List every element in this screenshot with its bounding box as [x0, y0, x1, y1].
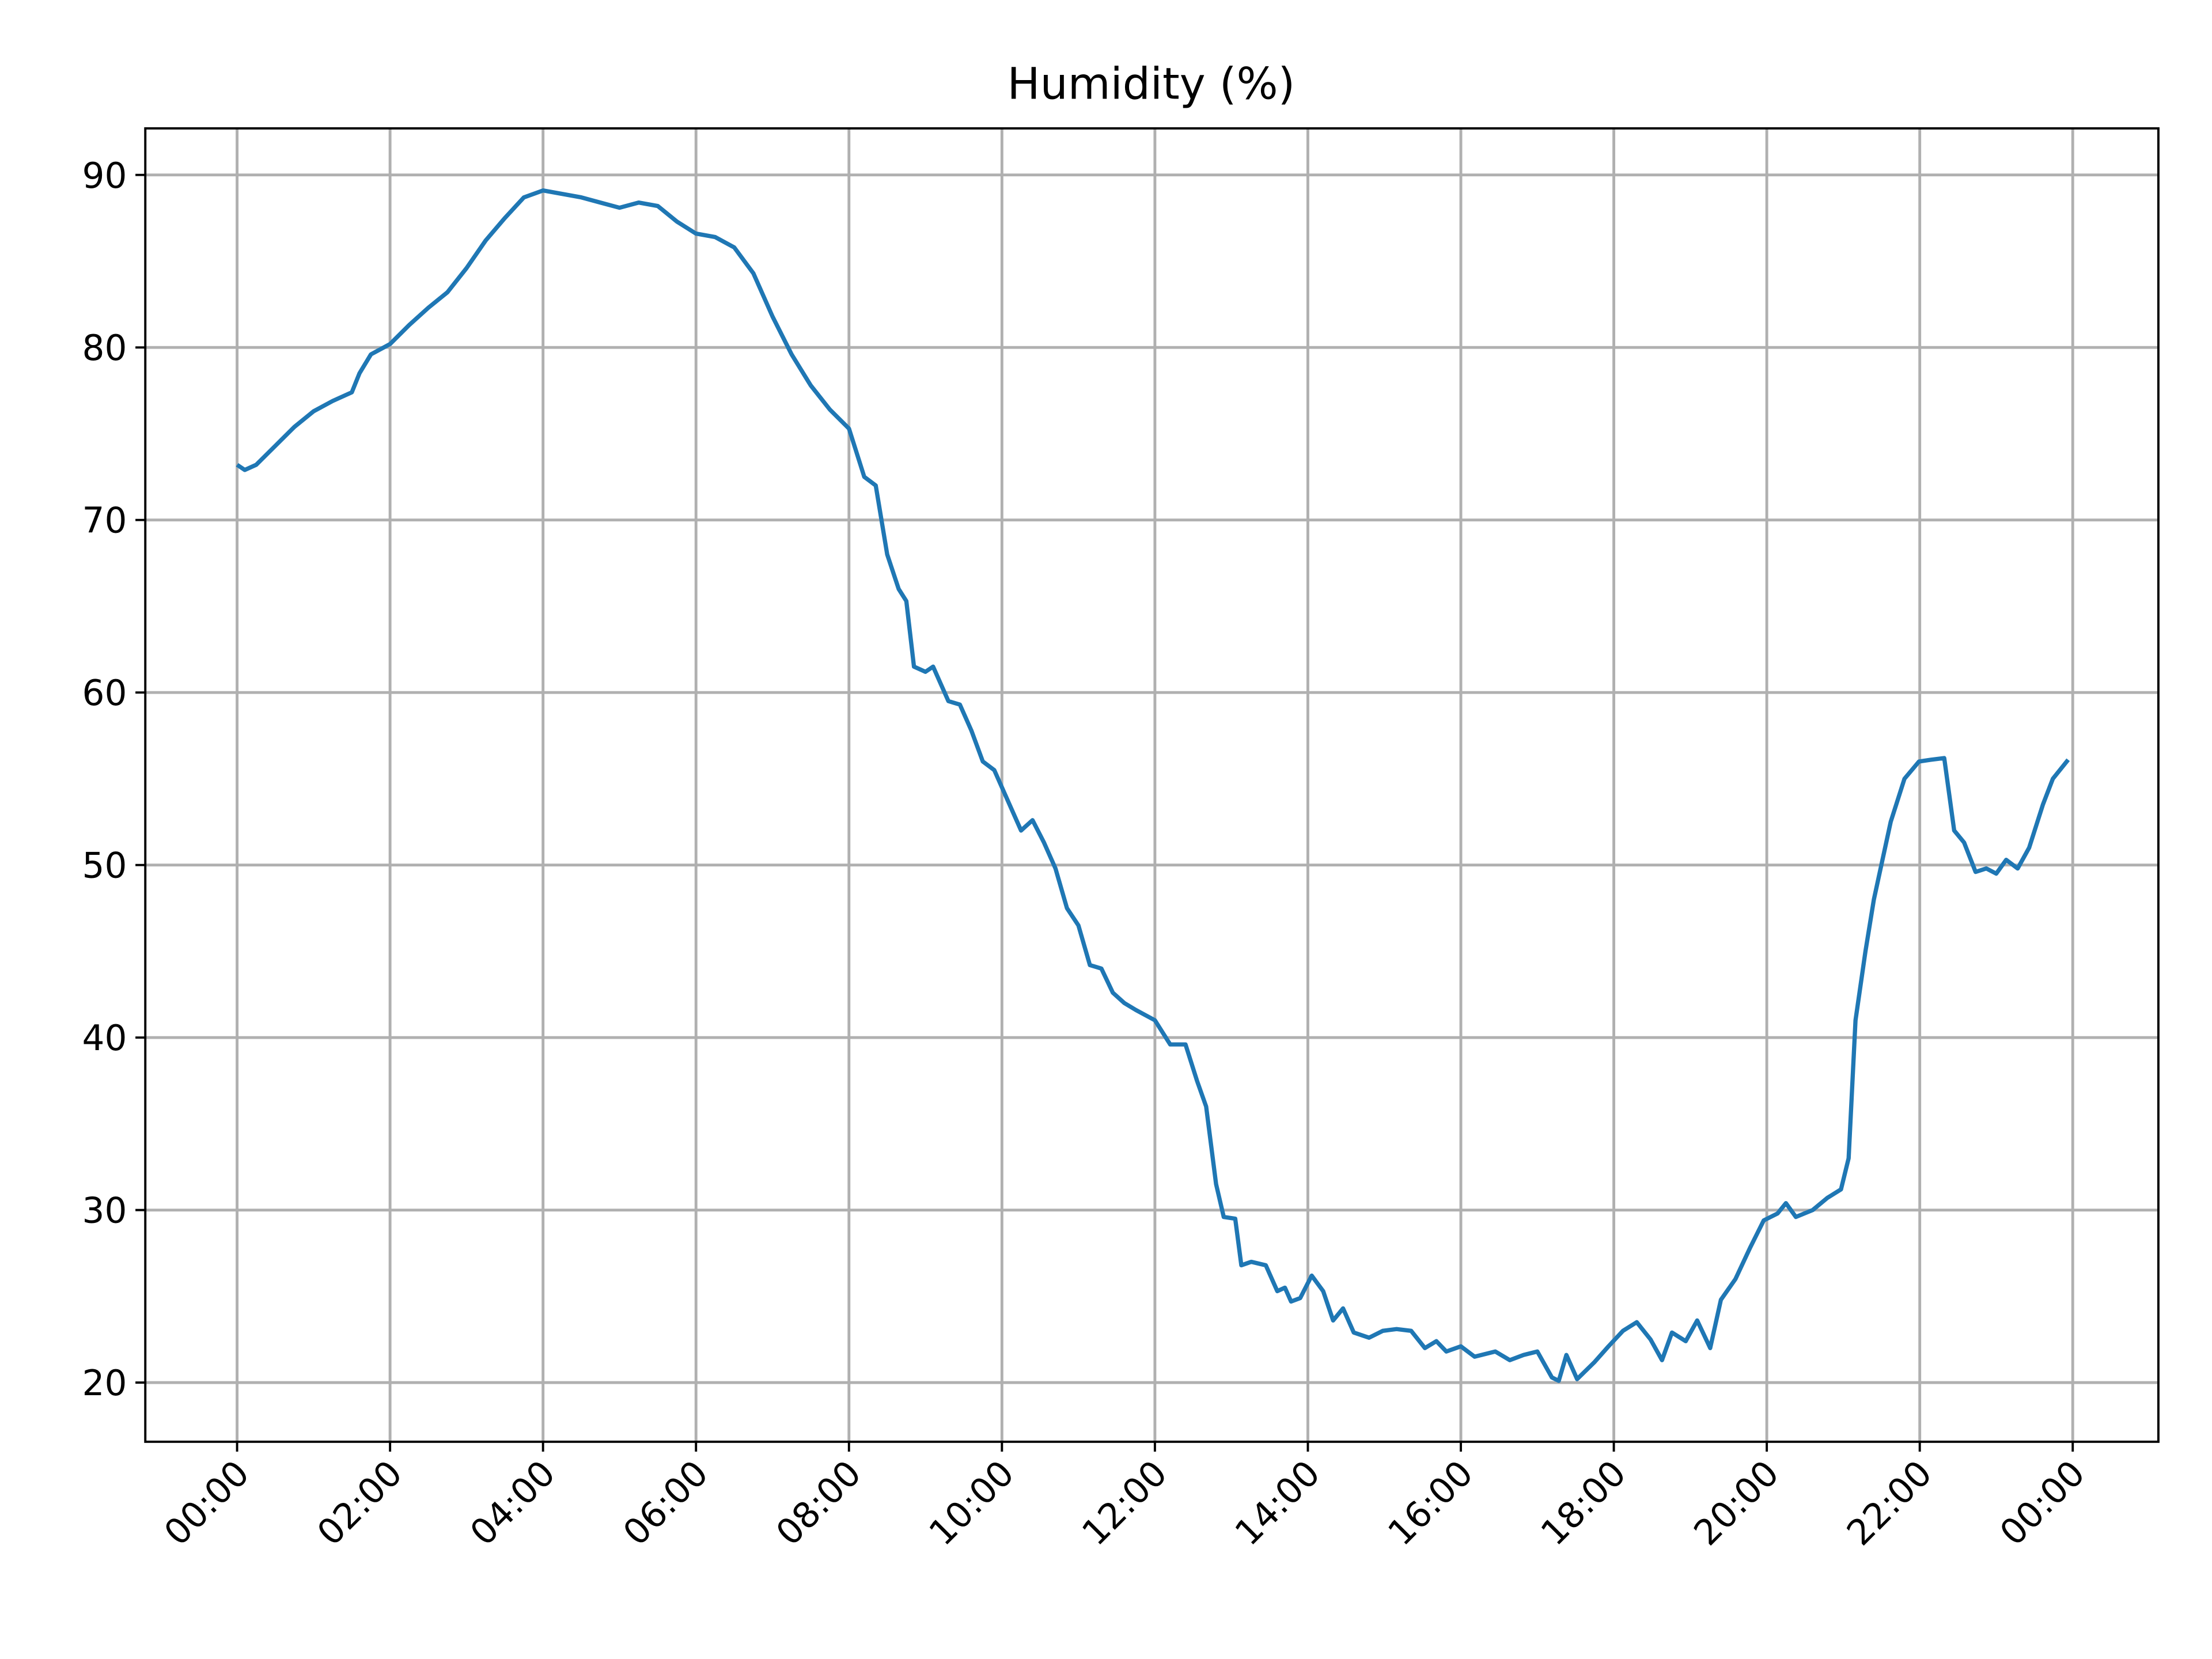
y-tick-label: 40: [82, 1018, 127, 1059]
y-tick-label: 20: [82, 1363, 127, 1404]
y-tick-label: 30: [82, 1191, 127, 1232]
plot-frame: [144, 127, 2160, 1443]
data-line: [236, 188, 2070, 1383]
y-tick-label: 80: [82, 328, 127, 369]
y-tick-label: 70: [82, 501, 127, 541]
y-tick-label: 50: [82, 846, 127, 887]
y-tick-label: 90: [82, 156, 127, 196]
chart-title: Humidity (%): [1007, 58, 1296, 109]
y-tick-label: 60: [82, 673, 127, 714]
